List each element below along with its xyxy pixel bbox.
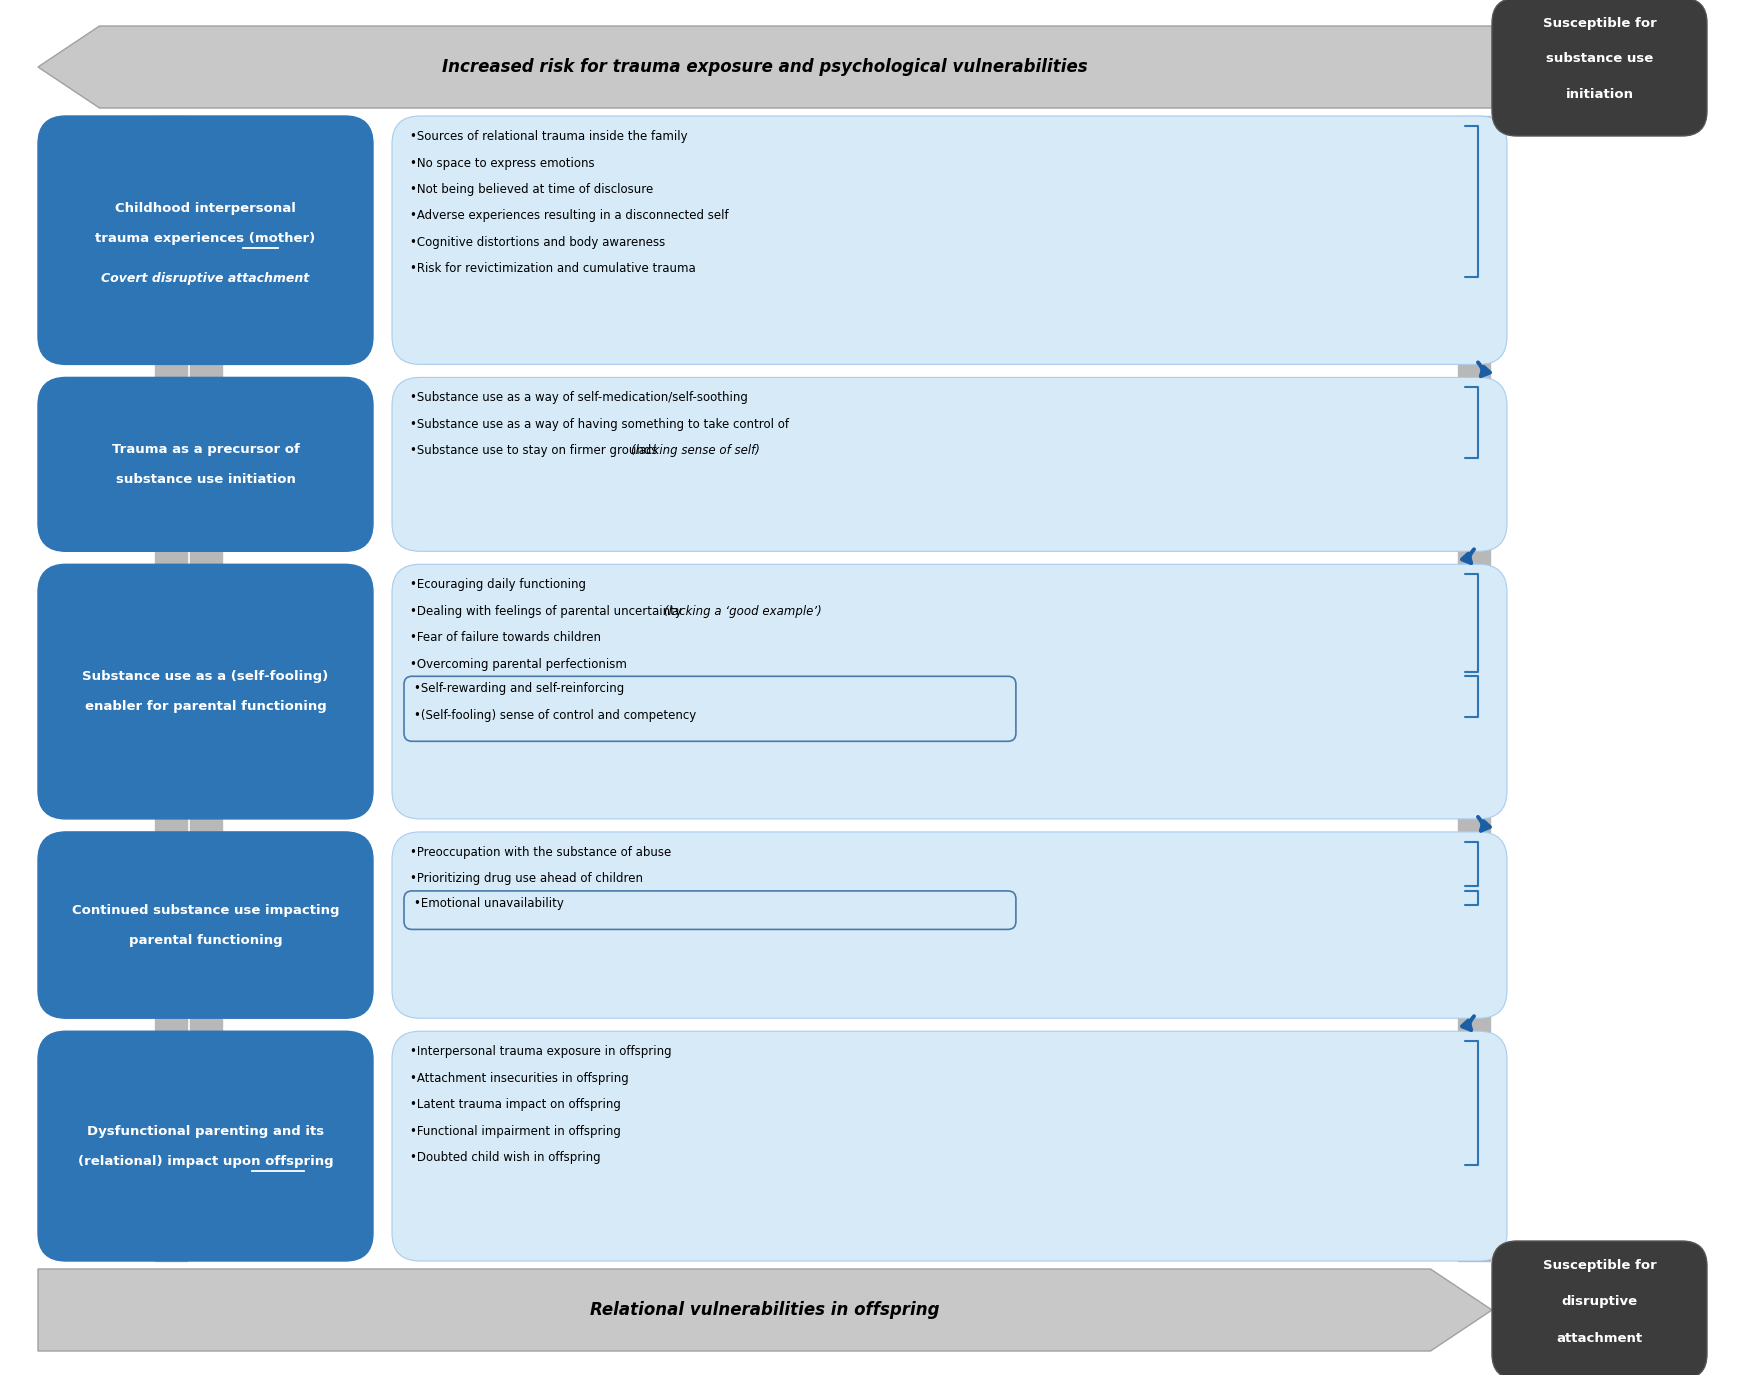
Text: •Attachment insecurities in offspring: •Attachment insecurities in offspring	[411, 1071, 628, 1085]
FancyBboxPatch shape	[39, 377, 374, 551]
Text: •Risk for revictimization and cumulative trauma: •Risk for revictimization and cumulative…	[411, 263, 695, 275]
Text: •Substance use to stay on firmer grounds: •Substance use to stay on firmer grounds	[411, 444, 662, 458]
Text: •Ecouraging daily functioning: •Ecouraging daily functioning	[411, 579, 586, 591]
Text: •No space to express emotions: •No space to express emotions	[411, 157, 595, 169]
Text: •Adverse experiences resulting in a disconnected self: •Adverse experiences resulting in a disc…	[411, 209, 728, 223]
Text: Childhood interpersonal: Childhood interpersonal	[116, 202, 297, 214]
FancyArrowPatch shape	[1478, 363, 1490, 377]
FancyBboxPatch shape	[39, 116, 374, 364]
Text: •Substance use as a way of having something to take control of: •Substance use as a way of having someth…	[411, 418, 790, 430]
Text: enabler for parental functioning: enabler for parental functioning	[84, 700, 326, 714]
Text: •Interpersonal trauma exposure in offspring: •Interpersonal trauma exposure in offspr…	[411, 1045, 672, 1059]
FancyArrowPatch shape	[1462, 549, 1474, 564]
Text: substance use initiation: substance use initiation	[116, 473, 295, 485]
Text: •Overcoming parental perfectionism: •Overcoming parental perfectionism	[411, 657, 627, 671]
Text: •Latent trauma impact on offspring: •Latent trauma impact on offspring	[411, 1099, 621, 1111]
Text: (relational) impact upon offspring: (relational) impact upon offspring	[77, 1155, 333, 1167]
Text: •Fear of failure towards children: •Fear of failure towards children	[411, 631, 600, 645]
Bar	[190, 364, 221, 377]
FancyBboxPatch shape	[39, 1031, 374, 1261]
Text: Relational vulnerabilities in offspring: Relational vulnerabilities in offspring	[590, 1301, 939, 1319]
FancyBboxPatch shape	[391, 377, 1508, 551]
Bar	[190, 1019, 221, 1031]
FancyBboxPatch shape	[391, 1031, 1508, 1261]
Text: (lacking a ‘good example’): (lacking a ‘good example’)	[663, 605, 821, 617]
FancyBboxPatch shape	[39, 564, 374, 820]
FancyBboxPatch shape	[1492, 0, 1708, 136]
Bar	[154, 116, 188, 1261]
Text: Continued substance use impacting: Continued substance use impacting	[72, 903, 339, 917]
Text: •Dealing with feelings of parental uncertainty: •Dealing with feelings of parental uncer…	[411, 605, 686, 617]
Text: •Emotional unavailability: •Emotional unavailability	[414, 896, 563, 910]
Text: Trauma as a precursor of: Trauma as a precursor of	[112, 443, 300, 456]
Polygon shape	[39, 1269, 1492, 1352]
FancyBboxPatch shape	[1492, 1242, 1708, 1375]
Text: •Functional impairment in offspring: •Functional impairment in offspring	[411, 1125, 621, 1137]
Polygon shape	[39, 26, 1492, 109]
FancyArrowPatch shape	[1478, 817, 1490, 830]
Text: •Preoccupation with the substance of abuse: •Preoccupation with the substance of abu…	[411, 846, 670, 859]
Text: •Cognitive distortions and body awareness: •Cognitive distortions and body awarenes…	[411, 236, 665, 249]
Text: (lacking sense of self): (lacking sense of self)	[632, 444, 760, 458]
Bar	[190, 551, 221, 564]
FancyArrowPatch shape	[1462, 1016, 1474, 1030]
FancyBboxPatch shape	[39, 832, 374, 1019]
Text: •Not being believed at time of disclosure: •Not being believed at time of disclosur…	[411, 183, 653, 197]
Text: •Substance use as a way of self-medication/self-soothing: •Substance use as a way of self-medicati…	[411, 392, 748, 404]
Text: disruptive: disruptive	[1562, 1295, 1637, 1309]
Text: •Sources of relational trauma inside the family: •Sources of relational trauma inside the…	[411, 131, 688, 143]
FancyBboxPatch shape	[391, 564, 1508, 820]
Text: Susceptible for: Susceptible for	[1543, 1260, 1657, 1272]
Text: parental functioning: parental functioning	[128, 934, 283, 946]
Text: substance use: substance use	[1546, 52, 1653, 66]
FancyBboxPatch shape	[404, 676, 1016, 741]
Text: •Doubted child wish in offspring: •Doubted child wish in offspring	[411, 1151, 600, 1165]
Bar	[190, 820, 221, 832]
Text: attachment: attachment	[1557, 1331, 1643, 1345]
Text: •Prioritizing drug use ahead of children: •Prioritizing drug use ahead of children	[411, 872, 642, 886]
Text: Covert disruptive attachment: Covert disruptive attachment	[102, 272, 309, 285]
FancyBboxPatch shape	[391, 832, 1508, 1019]
Text: •(Self-fooling) sense of control and competency: •(Self-fooling) sense of control and com…	[414, 708, 697, 722]
Text: Dysfunctional parenting and its: Dysfunctional parenting and its	[88, 1125, 325, 1137]
Text: Substance use as a (self-fooling): Substance use as a (self-fooling)	[82, 670, 328, 683]
Text: Increased risk for trauma exposure and psychological vulnerabilities: Increased risk for trauma exposure and p…	[442, 58, 1088, 76]
FancyBboxPatch shape	[404, 891, 1016, 930]
Text: Susceptible for: Susceptible for	[1543, 16, 1657, 29]
Bar	[1458, 116, 1490, 1261]
Text: initiation: initiation	[1565, 88, 1634, 102]
FancyBboxPatch shape	[391, 116, 1508, 364]
Text: •Self-rewarding and self-reinforcing: •Self-rewarding and self-reinforcing	[414, 682, 625, 696]
Text: trauma experiences (mother): trauma experiences (mother)	[95, 232, 316, 245]
